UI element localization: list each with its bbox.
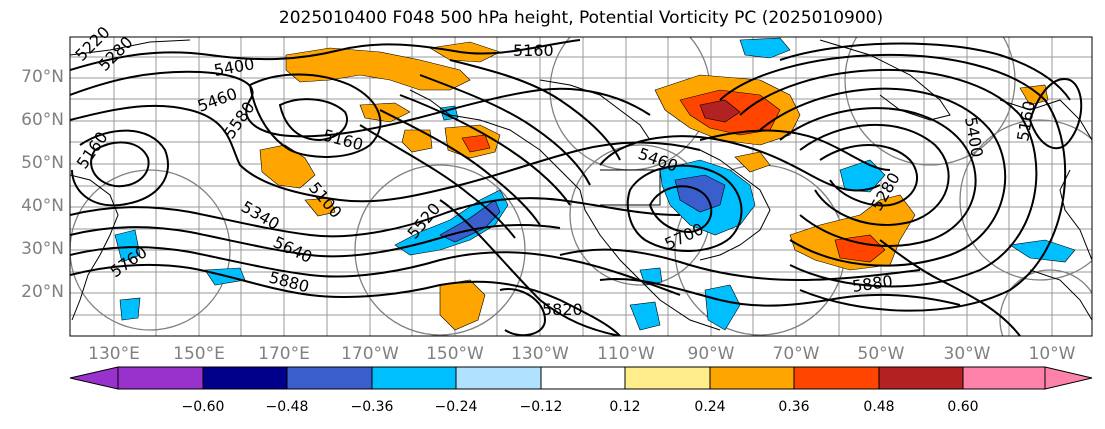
lon-label: 50°W	[857, 344, 905, 364]
coastlines	[70, 39, 1092, 331]
colorbar-cell	[540, 366, 627, 390]
contour-label: 5160	[321, 126, 365, 155]
chart-title: 2025010400 F048 500 hPa height, Potentia…	[278, 8, 884, 28]
lat-label: 30°N	[21, 239, 64, 259]
colorbar-cell	[624, 366, 711, 390]
colorbar-cell	[962, 366, 1046, 390]
colorbar-cell	[878, 366, 965, 390]
colorbar-cell	[117, 366, 204, 390]
contour-label: 5400	[212, 54, 255, 80]
lon-label: 110°W	[597, 344, 655, 364]
lat-label: 40°N	[21, 196, 64, 216]
lon-label: 70°W	[772, 344, 820, 364]
contour-label: 5160	[73, 128, 112, 172]
contour-label: 5880	[851, 271, 894, 295]
lon-label: 150°W	[426, 344, 484, 364]
colorbar-tick-label: −0.60	[181, 399, 225, 415]
colorbar-tick-label: 0.24	[694, 399, 726, 415]
lon-label: 30°W	[943, 344, 991, 364]
gray-circles	[70, 37, 1092, 336]
positive-pv-shading	[259, 41, 1049, 331]
colorbar-over-arrow	[1044, 366, 1093, 390]
contour-label: 5460	[636, 144, 681, 176]
contour-label: 5160	[513, 41, 554, 60]
contour-label: 5340	[238, 197, 283, 234]
lon-label: 90°W	[687, 344, 735, 364]
lat-label: 50°N	[21, 153, 64, 173]
colorbar-tick-label: −0.12	[519, 399, 563, 415]
lon-label: 10°W	[1028, 344, 1076, 364]
lon-label: 170°W	[341, 344, 399, 364]
lat-label: 20°N	[21, 282, 64, 302]
colorbar-cell	[202, 366, 289, 390]
lat-label: 60°N	[21, 110, 64, 130]
map-frame	[69, 36, 1093, 337]
lon-label: 130°W	[511, 344, 569, 364]
lon-label: 170°E	[258, 344, 310, 364]
colorbar-cell	[286, 366, 373, 390]
colorbar-tick-label: 0.36	[778, 399, 810, 415]
colorbar-tick-label: 0.48	[863, 399, 895, 415]
colorbar-tick-label: −0.36	[350, 399, 394, 415]
lon-label: 150°E	[173, 344, 225, 364]
contour-label: 5640	[270, 232, 315, 266]
gridlines	[70, 37, 1092, 336]
colorbar-cell	[709, 366, 796, 390]
colorbar-cell	[371, 366, 458, 390]
colorbar	[69, 366, 1093, 390]
colorbar-under-arrow	[69, 366, 119, 390]
colorbar-tick-label: −0.48	[265, 399, 309, 415]
colorbar-tick-label: −0.24	[434, 399, 478, 415]
colorbar-cell	[455, 366, 542, 390]
contour-label: 5820	[542, 300, 583, 319]
height-contours	[70, 39, 1083, 336]
colorbar-cell	[793, 366, 880, 390]
lat-label: 70°N	[21, 67, 64, 87]
colorbar-tick-label: 0.12	[609, 399, 641, 415]
negative-pv-shading	[114, 37, 1076, 331]
lon-label: 130°E	[88, 344, 140, 364]
colorbar-tick-label: 0.60	[947, 399, 979, 415]
